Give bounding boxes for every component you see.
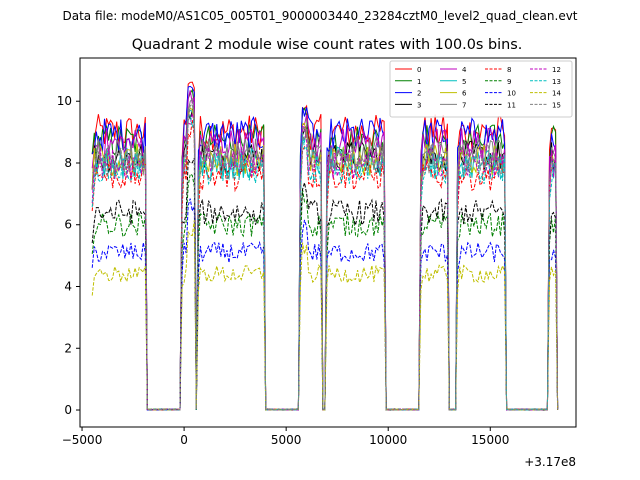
series-line-14: [91, 220, 559, 411]
legend-label-11: 11: [507, 101, 516, 109]
legend-label-15: 15: [552, 101, 561, 109]
y-tick-label: 0: [64, 403, 72, 417]
x-tick-label: 10000: [369, 433, 407, 447]
y-tick-label: 4: [64, 280, 72, 294]
legend-label-7: 7: [462, 101, 466, 109]
legend-label-14: 14: [552, 90, 561, 98]
legend-label-4: 4: [462, 66, 467, 74]
y-tick-label: 8: [64, 156, 72, 170]
plot-frame: [79, 57, 577, 428]
y-tick-label: 6: [64, 218, 72, 232]
legend-label-13: 13: [552, 78, 561, 86]
chart-suptitle: Data file: modeM0/AS1C05_005T01_90000034…: [62, 9, 577, 23]
legend-label-6: 6: [462, 90, 467, 98]
x-tick-label: −5000: [62, 433, 103, 447]
x-tick-label: 0: [180, 433, 188, 447]
legend-label-0: 0: [417, 66, 421, 74]
y-tick-label: 10: [57, 94, 72, 108]
y-tick-label: 2: [64, 341, 72, 355]
x-tick-label: 5000: [271, 433, 302, 447]
legend-label-2: 2: [417, 90, 421, 98]
series-line-15: [91, 103, 559, 411]
series-line-10: [91, 198, 559, 411]
legend-label-10: 10: [507, 90, 516, 98]
legend-label-9: 9: [507, 78, 511, 86]
legend-label-8: 8: [507, 66, 511, 74]
legend-label-12: 12: [552, 66, 561, 74]
legend-box: [389, 60, 573, 118]
x-tick-label: 15000: [471, 433, 509, 447]
chart-title: Quadrant 2 module wise count rates with …: [132, 37, 523, 53]
legend-label-3: 3: [417, 101, 421, 109]
x-offset-label: +3.17e8: [524, 455, 576, 469]
series-line-13: [91, 114, 559, 411]
axis-ticks: −5000 0 5000 10000 15000 0 2 4 6 8 10: [57, 94, 510, 447]
series-layer: [91, 81, 559, 411]
legend-label-5: 5: [462, 78, 466, 86]
legend-label-1: 1: [417, 78, 421, 86]
